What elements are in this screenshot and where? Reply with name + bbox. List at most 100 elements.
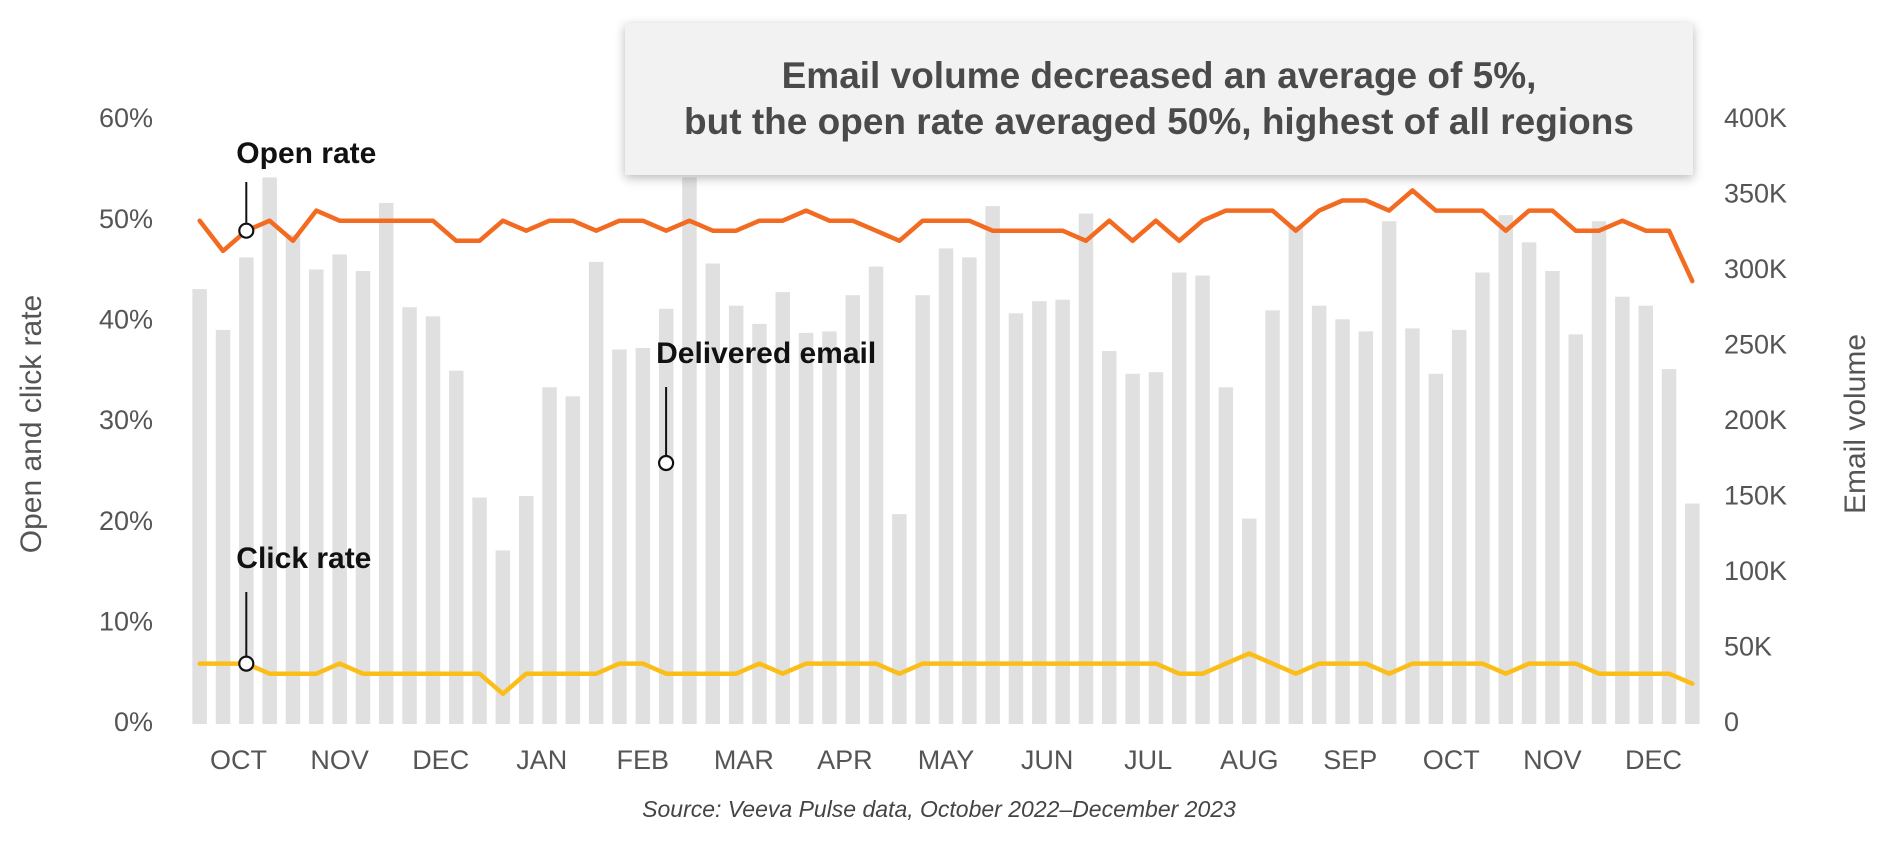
right-tick-label: 150K xyxy=(1724,481,1787,511)
callout-line-1: Email volume decreased an average of 5%, xyxy=(781,55,1537,96)
delivered-email-bars xyxy=(192,177,1700,725)
open-rate-annotation-marker xyxy=(238,222,255,239)
delivered-email-bar xyxy=(192,289,207,724)
delivered-email-bar xyxy=(1498,215,1513,724)
delivered-email-bar xyxy=(262,177,277,724)
delivered-email-bar xyxy=(1405,328,1420,724)
x-axis-month-labels: OCT NOV DEC JAN FEB MAR APR MAY JUN JUL AUG SEP OCT N… xyxy=(210,745,1682,775)
delivered-email-bar xyxy=(1335,319,1350,724)
open-rate-line xyxy=(197,188,1695,284)
delivered-email-bar xyxy=(892,514,907,724)
delivered-email-annotation-label: Delivered email xyxy=(656,337,876,370)
delivered-email-bar xyxy=(215,329,231,724)
delivered-email-bar xyxy=(1102,351,1117,724)
right-axis-ticks: 0 50K 100K 150K 200K 250K 300K 350K 400K xyxy=(1724,103,1787,737)
month-label: MAR xyxy=(714,745,774,775)
delivered-email-bar xyxy=(938,248,954,724)
delivered-email-bar xyxy=(1032,301,1047,724)
right-tick-label: 250K xyxy=(1724,330,1787,360)
left-axis-title: Open and click rate xyxy=(15,295,48,553)
delivered-email-bar xyxy=(1311,305,1327,724)
delivered-email-bar xyxy=(495,550,511,724)
delivered-email-bar xyxy=(1078,213,1094,724)
open-rate-annotation-label: Open rate xyxy=(236,137,376,170)
delivered-email-bar xyxy=(1265,310,1280,724)
right-tick-label: 400K xyxy=(1724,103,1787,133)
left-tick-label: 60% xyxy=(99,103,153,133)
click-rate-annotation-label: Click rate xyxy=(236,542,371,575)
delivered-email-bar xyxy=(1638,305,1653,724)
delivered-email-bar xyxy=(1242,518,1257,724)
delivered-email-bar xyxy=(728,305,744,724)
left-tick-label: 0% xyxy=(114,707,153,737)
delivered-email-bar xyxy=(775,292,790,724)
rate-lines xyxy=(197,188,1695,697)
delivered-email-bar xyxy=(1428,373,1444,724)
delivered-email-bar xyxy=(705,263,720,724)
delivered-email-bar xyxy=(682,177,697,724)
delivered-email-bar xyxy=(612,349,627,724)
month-label: JUN xyxy=(1021,745,1074,775)
left-axis-ticks: 0% 10% 20% 30% 40% 50% 60% xyxy=(99,103,153,737)
left-tick-label: 40% xyxy=(99,304,153,334)
right-axis-title: Email volume xyxy=(1839,334,1872,514)
delivered-email-bar xyxy=(1055,299,1070,724)
delivered-email-bar xyxy=(1591,221,1607,724)
month-label: OCT xyxy=(210,745,267,775)
click-rate-annotation-marker xyxy=(238,655,255,672)
delivered-email-bar xyxy=(1381,221,1397,724)
delivered-email-bar xyxy=(822,331,837,724)
delivered-email-bar xyxy=(588,261,604,724)
delivered-email-bar xyxy=(798,332,814,724)
month-label: MAY xyxy=(918,745,975,775)
source-note: Source: Veeva Pulse data, October 2022–D… xyxy=(642,796,1236,822)
delivered-email-bar xyxy=(868,266,884,724)
callout-box: Email volume decreased an average of 5%,… xyxy=(625,23,1693,175)
delivered-email-bar xyxy=(1685,503,1700,724)
delivered-email-bar xyxy=(1172,272,1187,724)
left-tick-label: 20% xyxy=(99,506,153,536)
month-label: OCT xyxy=(1423,745,1480,775)
delivered-email-bar xyxy=(425,316,441,724)
month-label: AUG xyxy=(1220,745,1279,775)
delivered-email-bar xyxy=(1545,271,1560,724)
month-label: JUL xyxy=(1124,745,1172,775)
month-label: FEB xyxy=(617,745,670,775)
right-tick-label: 0 xyxy=(1724,707,1739,737)
delivered-email-bar xyxy=(309,269,324,724)
delivered-email-bar xyxy=(1568,334,1583,724)
delivered-email-bar xyxy=(1125,373,1140,724)
month-label: SEP xyxy=(1323,745,1377,775)
left-tick-label: 10% xyxy=(99,606,153,636)
delivered-email-bar xyxy=(1148,372,1164,724)
delivered-email-bar xyxy=(1358,331,1374,724)
delivered-email-bar xyxy=(519,496,534,724)
month-label: APR xyxy=(817,745,873,775)
delivered-email-bar xyxy=(985,206,1000,725)
month-label: DEC xyxy=(412,745,469,775)
month-label: JAN xyxy=(516,745,567,775)
delivered-email-bar xyxy=(355,271,371,724)
delivered-email-bar xyxy=(402,307,417,724)
delivered-email-bar xyxy=(1451,329,1467,724)
delivered-email-bar xyxy=(379,203,394,724)
delivered-email-bar xyxy=(752,323,767,724)
delivered-email-bar xyxy=(658,308,674,725)
delivered-email-bar xyxy=(915,295,930,724)
right-tick-label: 200K xyxy=(1724,405,1787,435)
right-tick-label: 350K xyxy=(1724,179,1787,209)
delivered-email-bar xyxy=(285,234,301,725)
delivered-email-bar xyxy=(962,257,977,724)
month-label: DEC xyxy=(1625,745,1682,775)
month-label: NOV xyxy=(1523,745,1582,775)
right-tick-label: 50K xyxy=(1724,632,1772,662)
month-label: NOV xyxy=(310,745,369,775)
click-rate-line xyxy=(197,651,1695,697)
right-tick-label: 100K xyxy=(1724,556,1787,586)
delivered-email-bar xyxy=(1661,369,1677,724)
delivered-email-bar xyxy=(472,497,487,724)
left-tick-label: 30% xyxy=(99,405,153,435)
delivered-email-bar xyxy=(239,257,254,724)
delivered-email-bar xyxy=(1008,313,1024,724)
